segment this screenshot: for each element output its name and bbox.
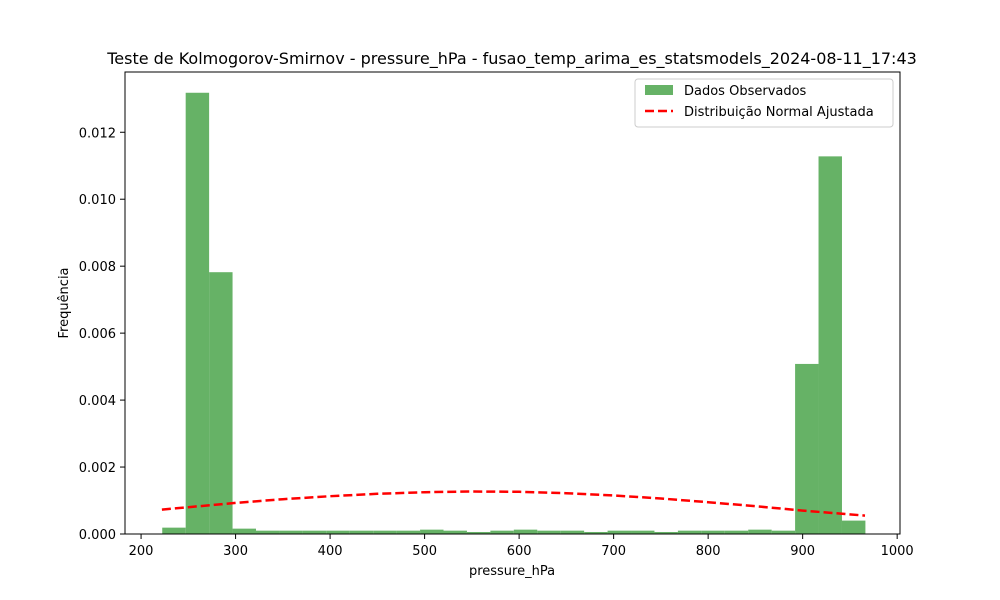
histogram-bar [279,530,303,534]
histogram-bar [560,530,585,534]
y-tick-label: 0.006 [79,327,116,342]
histogram-bar [513,529,538,534]
histogram-bar [631,530,655,534]
legend-box [634,78,894,128]
x-tick-label: 1000 [881,544,914,559]
histogram-bar [302,530,327,534]
y-tick-label: 0.002 [79,461,116,476]
histogram-bar [795,363,819,534]
y-axis-label: Frequência [57,267,72,338]
histogram-bar [255,530,280,534]
y-tick-label: 0.012 [79,126,116,141]
histogram-bar [584,531,608,534]
x-tick-label: 400 [318,544,343,559]
legend: Dados Observados Distribuição Normal Aju… [634,78,894,128]
histogram-bar [162,527,186,534]
y-tick-label: 0.010 [79,193,116,208]
y-tick-label: 0.000 [79,528,116,543]
histogram-bar [209,272,233,534]
histogram-bar [724,530,749,534]
legend-swatch-observed [645,85,673,95]
histogram-bar [443,530,467,534]
histogram-bar [654,531,678,534]
fit-curve [161,490,866,517]
histogram-bar [420,529,444,534]
x-axis: 200 300 400 500 600 700 800 900 1000 [129,534,914,559]
legend-label-fit: Distribuição Normal Ajustada [684,105,874,120]
y-tick-label: 0.008 [79,260,116,275]
legend-label-observed: Dados Observados [684,84,807,99]
histogram-bar [373,530,397,534]
histogram-bar [232,528,256,534]
histogram-bar [396,530,421,534]
histogram-bar [701,530,725,534]
x-tick-label: 200 [129,544,154,559]
histogram-bar [748,529,772,534]
y-tick-label: 0.004 [79,394,116,409]
histogram-bar [771,530,796,534]
histogram-bar [607,530,632,534]
plot-area [124,71,901,535]
histogram-bar [818,156,842,534]
histogram-bar [466,531,491,534]
histogram-bar [841,520,866,534]
histogram-bar [326,530,350,534]
x-tick-label: 800 [696,544,721,559]
histogram-bar [185,92,210,534]
histogram-bar [349,530,374,534]
chart-title: Teste de Kolmogorov-Smirnov - pressure_h… [106,49,917,69]
histogram-bars [162,92,866,534]
x-tick-label: 500 [412,544,437,559]
axes-frame [124,71,901,535]
y-axis: 0.000 0.002 0.004 0.006 0.008 0.010 0.012 [79,126,125,543]
x-tick-label: 700 [601,544,626,559]
histogram-bar [537,530,561,534]
histogram-bar [490,530,514,534]
x-tick-label: 900 [790,544,815,559]
x-tick-label: 600 [507,544,532,559]
x-tick-label: 300 [223,544,248,559]
x-axis-label: pressure_hPa [469,564,555,579]
histogram-bar [677,530,702,534]
